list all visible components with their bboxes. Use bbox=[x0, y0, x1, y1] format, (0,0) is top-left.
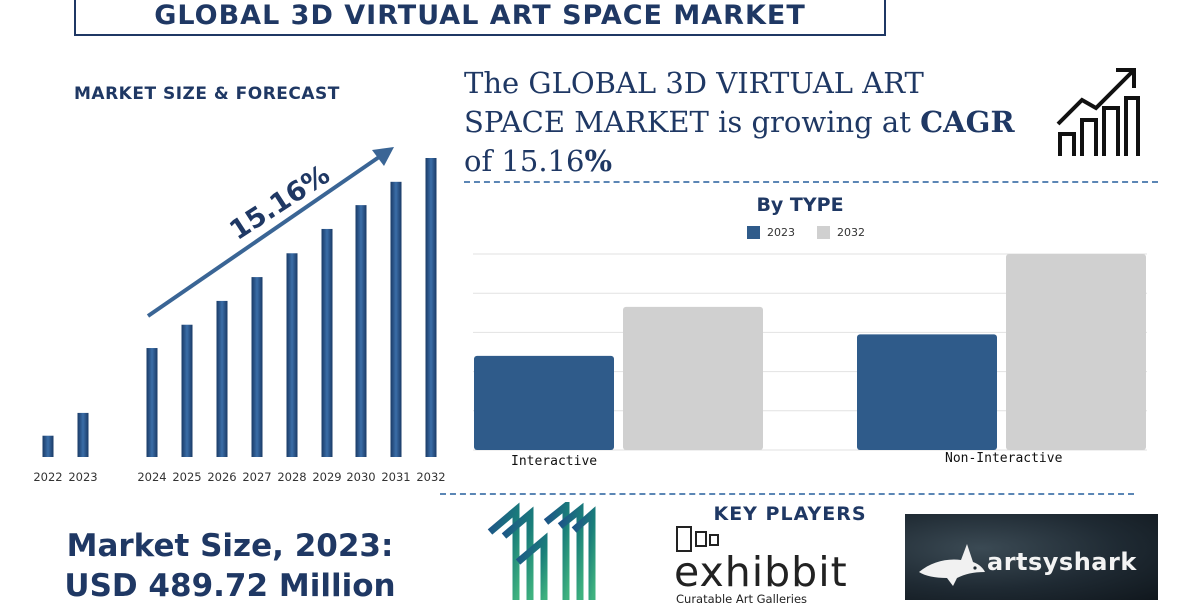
forecast-bar bbox=[251, 277, 263, 457]
forecast-bar bbox=[181, 324, 193, 457]
forecast-bar bbox=[425, 158, 437, 457]
forecast-bar bbox=[216, 300, 228, 457]
bytype-bar-2023-interactive bbox=[474, 355, 614, 450]
forecast-tick-label: 2023 bbox=[68, 470, 97, 484]
forecast-tick-label: 2024 bbox=[137, 470, 166, 484]
bytype-legend: 2023 2032 bbox=[747, 226, 887, 239]
hexagon-logo-icon bbox=[487, 502, 596, 600]
forecast-tick-label: 2029 bbox=[312, 470, 341, 484]
divider-top bbox=[464, 181, 1158, 183]
forecast-bar bbox=[390, 181, 402, 457]
market-size-line2: USD 489.72 Million bbox=[64, 568, 396, 604]
cagr-arrow-head bbox=[372, 147, 394, 166]
forecast-bar bbox=[146, 348, 158, 457]
legend-item-2032: 2032 bbox=[817, 226, 865, 239]
category-label-interactive: Interactive bbox=[511, 454, 598, 469]
title-box: GLOBAL 3D VIRTUAL ART SPACE MARKET bbox=[74, 0, 886, 36]
forecast-tick-label: 2030 bbox=[346, 470, 375, 484]
divider-bottom bbox=[440, 493, 1134, 495]
category-label-non-interactive: Non-Interactive bbox=[945, 451, 1063, 466]
artsyshark-name: artsyshark bbox=[987, 548, 1137, 576]
headline-line1: The GLOBAL 3D VIRTUAL ART bbox=[464, 66, 924, 100]
forecast-subtitle: MARKET SIZE & FORECAST bbox=[74, 84, 340, 104]
legend-label-2023: 2023 bbox=[767, 226, 795, 239]
forecast-bar bbox=[355, 205, 367, 457]
bytype-title: By TYPE bbox=[756, 194, 844, 216]
forecast-bar bbox=[77, 412, 89, 457]
page-title: GLOBAL 3D VIRTUAL ART SPACE MARKET bbox=[154, 0, 806, 31]
growth-chart-icon bbox=[1056, 68, 1140, 156]
market-size-line1: Market Size, 2023: bbox=[66, 528, 394, 564]
headline-line2-text: SPACE MARKET is growing at bbox=[464, 105, 921, 139]
exhibbit-squares-icon bbox=[676, 526, 719, 552]
forecast-bar bbox=[42, 435, 54, 457]
forecast-chart: 2022 2023 2024 2025 2026 2027 2028 2029 2030 2031… bbox=[33, 147, 446, 484]
forecast-tick-label: 2031 bbox=[381, 470, 410, 484]
bytype-bar-2023-non-interactive bbox=[857, 334, 997, 450]
headline-cagr: CAGR bbox=[920, 105, 1015, 139]
forecast-tick-label: 2025 bbox=[172, 470, 201, 484]
forecast-bar bbox=[286, 253, 298, 457]
key-players-heading: KEY PLAYERS bbox=[713, 503, 867, 525]
headline-line3-text: of 15.16 bbox=[464, 144, 585, 178]
bytype-bar-2032-non-interactive bbox=[1006, 254, 1146, 450]
market-size: Market Size, 2023: USD 489.72 Million bbox=[50, 526, 410, 606]
legend-item-2023: 2023 bbox=[747, 226, 795, 239]
forecast-tick-label: 2027 bbox=[242, 470, 271, 484]
legend-swatch-2032 bbox=[817, 226, 830, 239]
forecast-tick-label: 2022 bbox=[33, 470, 62, 484]
cagr-arrow-line bbox=[146, 153, 384, 318]
headline: The GLOBAL 3D VIRTUAL ART SPACE MARKET i… bbox=[464, 64, 1064, 181]
exhibbit-name: exhibbit bbox=[674, 548, 848, 596]
forecast-tick-label: 2032 bbox=[416, 470, 445, 484]
bytype-chart bbox=[473, 253, 1147, 451]
exhibbit-tagline: Curatable Art Galleries bbox=[676, 592, 808, 606]
headline-percent: % bbox=[584, 144, 612, 178]
forecast-bar bbox=[321, 228, 333, 457]
forecast-tick-label: 2026 bbox=[207, 470, 236, 484]
forecast-tick-label: 2028 bbox=[277, 470, 306, 484]
artsyshark-logo: artsyshark bbox=[905, 514, 1158, 600]
headline-line2: SPACE MARKET is growing at CAGR bbox=[464, 103, 1064, 142]
shark-icon bbox=[919, 544, 985, 586]
bytype-bar-2032-interactive bbox=[623, 306, 763, 450]
legend-swatch-2023 bbox=[747, 226, 760, 239]
legend-label-2032: 2032 bbox=[837, 226, 865, 239]
headline-line3: of 15.16% bbox=[464, 142, 1064, 181]
